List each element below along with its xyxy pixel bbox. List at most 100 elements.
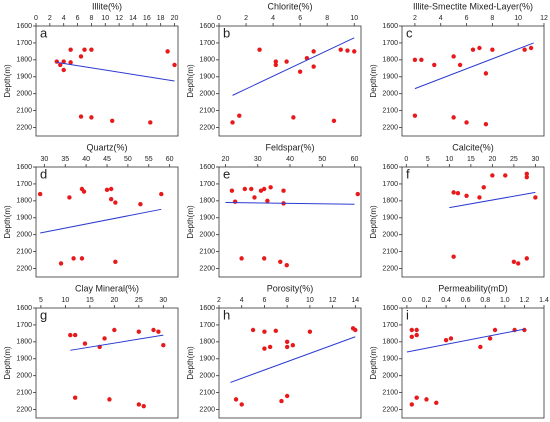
x-tick-label: 0 (217, 15, 221, 22)
y-tick-label: 1700 (16, 40, 32, 47)
point (72, 395, 78, 400)
plot-frame (401, 307, 545, 419)
point (68, 60, 73, 65)
point (464, 193, 469, 198)
x-tick-label: 0.4 (441, 297, 451, 304)
point (159, 191, 164, 197)
panel-letter: a (40, 25, 48, 40)
x-tick-label: 20 (222, 156, 230, 163)
point (409, 327, 414, 333)
panel-title: Clay Mineral(%) (75, 283, 139, 293)
panel-title: Chlorite(%) (267, 1, 312, 11)
panel-letter: d (40, 166, 47, 181)
panel-title: Quartz(%) (86, 142, 127, 152)
point (412, 57, 418, 63)
point (267, 344, 273, 350)
point (262, 346, 267, 351)
panel-letter: e (223, 166, 230, 181)
y-axis-label: Depth(m) (369, 205, 378, 239)
x-tick-label: 25 (510, 156, 518, 163)
point (451, 54, 456, 59)
point (273, 62, 278, 68)
x-tick-label: 8 (285, 297, 289, 304)
x-tick-label: 2 (413, 15, 417, 22)
point (136, 329, 142, 334)
point (273, 59, 278, 64)
point (112, 327, 117, 333)
x-tick-label: 6 (465, 15, 469, 22)
x-tick-label: 5 (39, 297, 43, 304)
y-tick-label: 1900 (382, 74, 398, 81)
x-tick-label: 6 (76, 15, 80, 22)
point (448, 336, 454, 341)
point (261, 186, 267, 192)
point (58, 261, 64, 266)
point (490, 47, 495, 52)
point (451, 254, 456, 259)
point (350, 326, 356, 331)
point (481, 185, 486, 190)
point (478, 344, 483, 350)
point (58, 62, 63, 68)
panel-letter: c (406, 25, 413, 40)
x-tick-label: 4 (62, 15, 66, 22)
point (331, 118, 337, 123)
x-tick-label: 55 (145, 156, 153, 163)
point (487, 336, 493, 341)
plot-frame (401, 25, 545, 137)
y-tick-label: 1800 (16, 198, 32, 205)
point (492, 327, 498, 333)
point (490, 173, 495, 178)
y-tick-label: 1600 (199, 305, 215, 312)
x-tick-label: 0.2 (422, 297, 432, 304)
y-tick-label: 1800 (382, 198, 398, 205)
point (257, 47, 262, 52)
x-tick-label: 8 (490, 15, 494, 22)
x-tick-label: 1.4 (539, 297, 549, 304)
y-tick-label: 2000 (16, 91, 32, 98)
point (414, 332, 419, 338)
point (432, 62, 437, 68)
point (78, 114, 84, 119)
point (515, 261, 521, 266)
point (524, 256, 529, 261)
panel-title: Permeability(mD) (438, 283, 508, 293)
panel: Porosity(%) 2 4 6 8 10 12 14 1600 1700 1800 1900 200… (186, 283, 362, 419)
y-tick-label: 1800 (382, 57, 398, 64)
point (477, 195, 482, 200)
point (279, 398, 284, 404)
y-tick-label: 2000 (382, 91, 398, 98)
y-tick-label: 2100 (16, 107, 32, 114)
y-tick-label: 1900 (199, 74, 215, 81)
y-tick-label: 2200 (382, 124, 398, 131)
point (284, 339, 290, 345)
y-tick-label: 1900 (16, 215, 32, 222)
panel: Illite(%) 0 2 4 6 8 10 12 14 16 18 20 1600 1700 1800 19… (3, 1, 179, 137)
plot-frame (218, 166, 362, 278)
point (311, 49, 316, 54)
x-tick-label: 0.6 (461, 297, 471, 304)
panel-letter: h (223, 307, 230, 322)
trend-line (70, 334, 164, 351)
x-tick-label: 14 (351, 297, 359, 304)
point (252, 195, 257, 200)
point (284, 393, 290, 399)
x-tick-label: 1.0 (500, 297, 510, 304)
x-tick-label: 30 (531, 156, 539, 163)
y-tick-label: 1700 (199, 322, 215, 329)
y-axis-label: Depth(m) (186, 205, 195, 239)
x-tick-label: 20 (171, 15, 179, 22)
x-tick-label: 12 (329, 297, 337, 304)
y-axis-label: Depth(m) (186, 346, 195, 380)
point (457, 62, 463, 68)
panel: Quartz(%) 30 35 40 45 50 55 60 1600 1700 1800 1900 2… (3, 142, 179, 278)
point (451, 190, 456, 195)
x-tick-label: 4 (240, 297, 244, 304)
y-axis-label: Depth(m) (186, 64, 195, 98)
panel-letter: b (223, 25, 230, 40)
y-tick-label: 2000 (382, 232, 398, 239)
point (72, 332, 78, 338)
y-tick-label: 1700 (199, 40, 215, 47)
y-tick-label: 2000 (199, 232, 215, 239)
x-tick-label: 30 (159, 297, 167, 304)
